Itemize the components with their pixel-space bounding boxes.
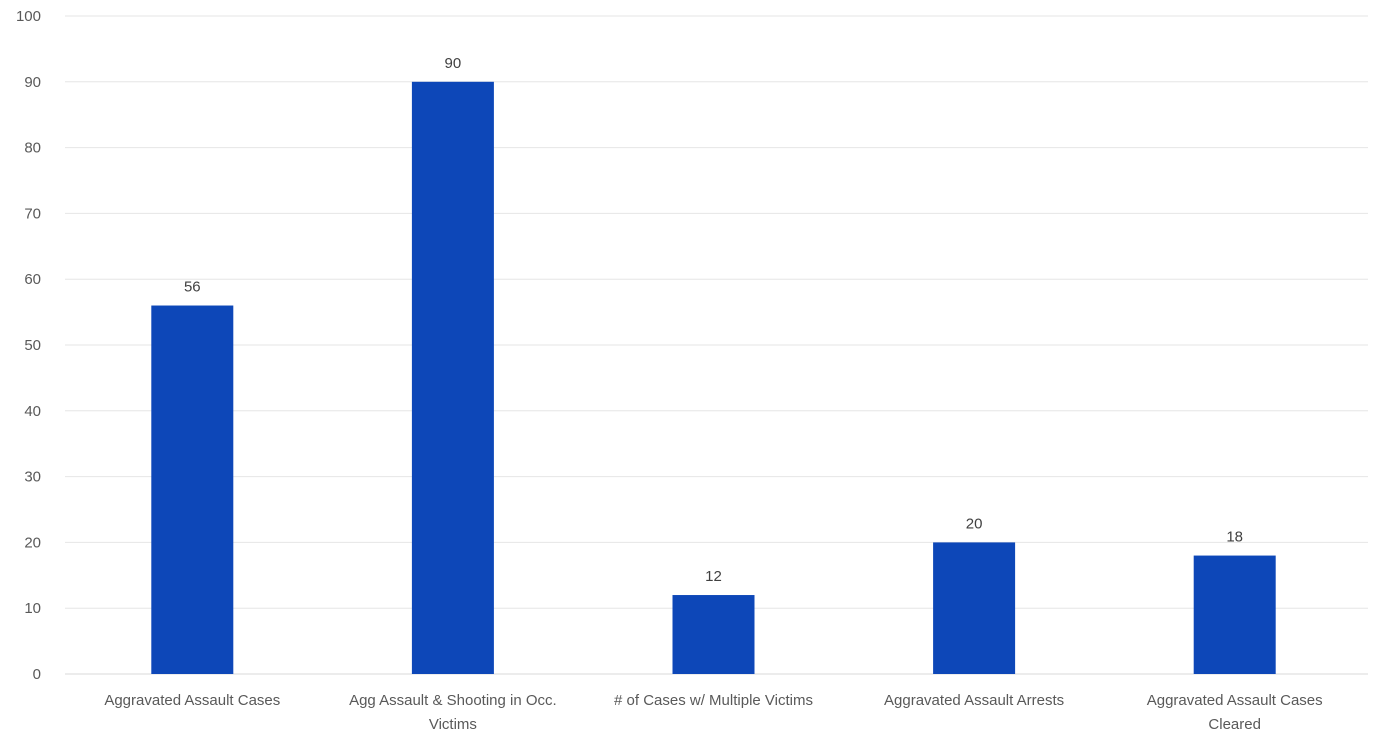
y-tick-label: 20 <box>24 534 41 551</box>
data-label: 90 <box>445 55 462 72</box>
y-tick-label: 50 <box>24 337 41 354</box>
x-category-label: Aggravated Assault Arrests <box>884 692 1064 709</box>
x-category-label: Aggravated Assault Cases <box>1147 692 1323 709</box>
bar <box>151 305 234 674</box>
x-category-label: Agg Assault & Shooting in Occ. <box>349 692 557 709</box>
y-tick-label: 90 <box>24 74 41 91</box>
bar <box>672 595 755 674</box>
y-tick-label: 0 <box>33 666 41 683</box>
y-axis-tick-labels: 0 10 20 30 40 50 60 70 80 90 100 <box>16 8 41 683</box>
bars <box>151 81 1276 675</box>
x-category-label: Victims <box>429 716 477 733</box>
x-axis-category-labels: Aggravated Assault Cases Agg Assault & Sh… <box>104 692 1322 733</box>
x-category-label: # of Cases w/ Multiple Victims <box>614 692 813 709</box>
y-tick-label: 40 <box>24 403 41 420</box>
data-label: 20 <box>966 515 983 532</box>
y-tick-label: 100 <box>16 8 41 25</box>
bar <box>933 542 1016 674</box>
y-tick-label: 60 <box>24 271 41 288</box>
x-category-label: Aggravated Assault Cases <box>104 692 280 709</box>
data-label: 56 <box>184 279 201 296</box>
data-labels: 56 90 12 20 18 <box>184 55 1243 585</box>
y-tick-label: 10 <box>24 600 41 617</box>
y-tick-label: 80 <box>24 140 41 157</box>
y-tick-label: 70 <box>24 205 41 222</box>
x-category-label: Cleared <box>1208 716 1261 733</box>
bar <box>411 81 494 675</box>
data-label: 18 <box>1226 529 1243 546</box>
data-label: 12 <box>705 568 722 585</box>
gridlines <box>65 15 1368 675</box>
bar <box>1193 555 1276 674</box>
y-tick-label: 30 <box>24 469 41 486</box>
